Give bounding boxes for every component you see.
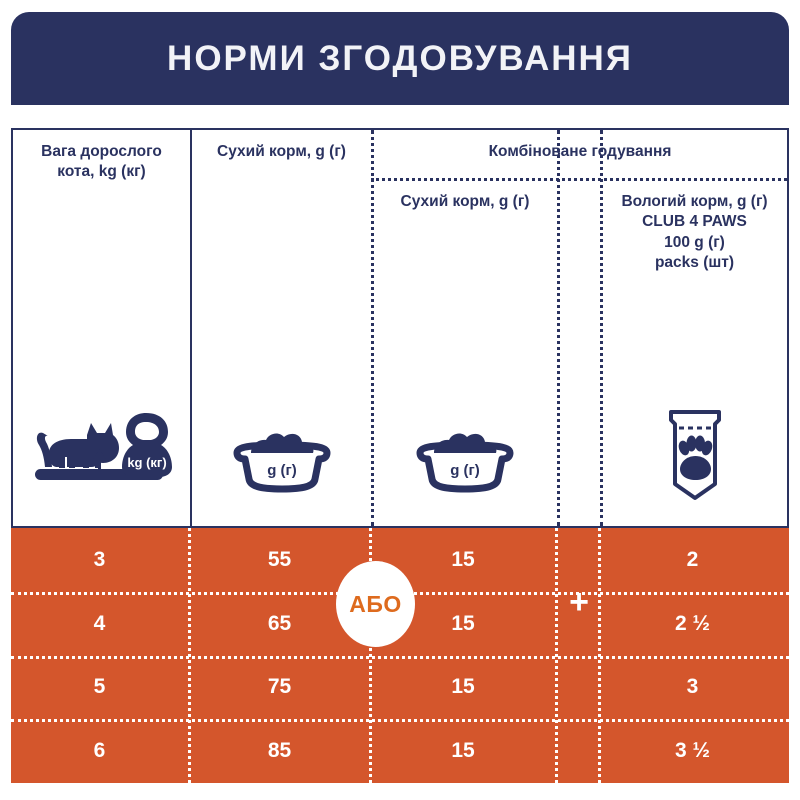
cell-combined-dry: 15 xyxy=(451,739,475,763)
cell-weight: 5 xyxy=(93,675,106,699)
cell-combined-dry: 15 xyxy=(451,611,475,635)
cell-dry-only: 65 xyxy=(267,611,292,635)
food-bowl-icon: g (г) xyxy=(416,433,514,493)
food-bowl-icon: g (г) xyxy=(233,433,330,493)
icon-slot-bowl-dry-only: g (г) xyxy=(192,405,371,515)
divider-col2 xyxy=(371,130,374,526)
header-adult-weight: Вага дорослого кота, kg (кг) xyxy=(13,142,190,183)
header-combined-feeding-group: Комбіноване годування xyxy=(488,143,672,160)
divider-group-header xyxy=(371,178,787,181)
cell-dry-only: 75 xyxy=(267,675,292,699)
bowl-label: g (г) xyxy=(450,462,480,479)
icon-slot-wet-pouch xyxy=(602,390,787,520)
header-combined-dry: Сухий корм, g (г) xyxy=(400,193,530,210)
or-badge-label: АБО xyxy=(349,590,402,617)
plus-sign: + xyxy=(569,583,589,621)
banner: НОРМИ ЗГОДОВУВАННЯ xyxy=(11,12,789,105)
divider-col3 xyxy=(557,130,560,526)
table-row: 3 55 15 2 xyxy=(11,528,789,592)
table-row: 5 75 15 3 xyxy=(11,656,789,720)
header-combined-wet-line1: Вологий корм, g (г) xyxy=(621,193,768,210)
table-header-area: Вага дорослого кота, kg (кг) Сухий корм,… xyxy=(11,128,789,528)
cell-combined-wet: 3 xyxy=(686,675,699,699)
header-combined-wet-line3: 100 g (г) xyxy=(664,233,725,251)
header-combined-wet: Вологий корм, g (г) CLUB 4 PAWS 100 g (г… xyxy=(602,192,787,274)
divider-col1 xyxy=(190,130,192,526)
paw-print-icon xyxy=(678,435,712,480)
data-row-separator xyxy=(11,719,789,723)
or-badge: АБО xyxy=(336,561,415,647)
cell-weight: 4 xyxy=(93,611,106,635)
bowl-label: g (г) xyxy=(267,462,297,479)
table-row: 6 85 15 3 ½ xyxy=(11,719,789,783)
wet-food-pouch-icon xyxy=(668,410,721,500)
table-row: 4 65 15 2 ½ xyxy=(11,592,789,656)
divider-col4 xyxy=(600,130,603,526)
cell-dry-only: 85 xyxy=(267,739,292,763)
cell-combined-wet: 2 ½ xyxy=(674,611,711,635)
cell-weight: 3 xyxy=(93,547,106,571)
header-dry-food-only: Сухий корм, g (г) xyxy=(217,143,346,160)
cell-combined-dry: 15 xyxy=(451,547,475,571)
header-adult-weight-line2: кота, kg (кг) xyxy=(57,163,146,181)
icon-slot-bowl-combined-dry: g (г) xyxy=(373,405,557,515)
cell-weight: 6 xyxy=(93,739,106,763)
kettlebell-label: kg (кг) xyxy=(127,455,166,470)
data-row-separator xyxy=(11,655,789,659)
cell-combined-wet: 3 ½ xyxy=(674,739,711,763)
header-combined-wet-line4: packs (шт) xyxy=(654,254,735,272)
cell-combined-dry: 15 xyxy=(451,675,475,699)
page-title: НОРМИ ЗГОДОВУВАННЯ xyxy=(167,39,633,78)
header-adult-weight-line1: Вага дорослого xyxy=(41,143,162,160)
icon-slot-weight: kg (кг) xyxy=(13,400,190,520)
cell-combined-wet: 2 xyxy=(686,547,699,571)
data-rows: 3 55 15 2 4 65 15 2 ½ 5 75 15 3 6 85 15 … xyxy=(11,528,789,783)
cell-dry-only: 55 xyxy=(267,547,292,571)
header-combined-wet-line2: CLUB 4 PAWS xyxy=(642,213,747,231)
cat-on-scale-icon: kg (кг) xyxy=(34,413,172,480)
